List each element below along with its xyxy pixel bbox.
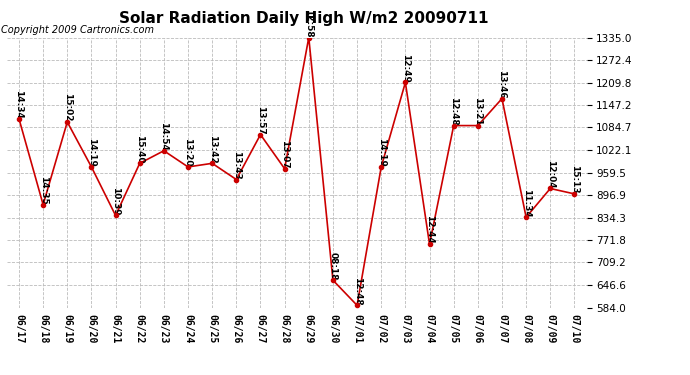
Text: 12:44: 12:44	[425, 215, 434, 244]
Text: 13:07: 13:07	[280, 140, 289, 169]
Text: 13:43: 13:43	[232, 151, 241, 180]
Text: 15:02: 15:02	[63, 93, 72, 122]
Text: 13:46: 13:46	[497, 70, 506, 99]
Text: 14:19: 14:19	[377, 138, 386, 167]
Text: 13:42: 13:42	[208, 135, 217, 164]
Text: 10:39: 10:39	[111, 187, 120, 216]
Text: 14:54: 14:54	[159, 122, 168, 151]
Text: 13:21: 13:21	[473, 97, 482, 126]
Text: 08:18: 08:18	[328, 252, 337, 280]
Text: 12:48: 12:48	[449, 97, 458, 126]
Text: 12:48: 12:48	[353, 277, 362, 305]
Text: 12:58: 12:58	[304, 9, 313, 38]
Text: 14:34: 14:34	[14, 90, 23, 119]
Text: 14:35: 14:35	[39, 176, 48, 205]
Text: Copyright 2009 Cartronics.com: Copyright 2009 Cartronics.com	[1, 25, 154, 35]
Text: 11:34: 11:34	[522, 189, 531, 217]
Text: 12:04: 12:04	[546, 160, 555, 189]
Text: 13:20: 13:20	[184, 138, 193, 167]
Text: 15:40: 15:40	[135, 135, 144, 164]
Text: 13:57: 13:57	[256, 106, 265, 135]
Text: 12:49: 12:49	[401, 54, 410, 82]
Text: 15:13: 15:13	[570, 165, 579, 194]
Text: Solar Radiation Daily High W/m2 20090711: Solar Radiation Daily High W/m2 20090711	[119, 11, 489, 26]
Text: 14:19: 14:19	[87, 138, 96, 167]
